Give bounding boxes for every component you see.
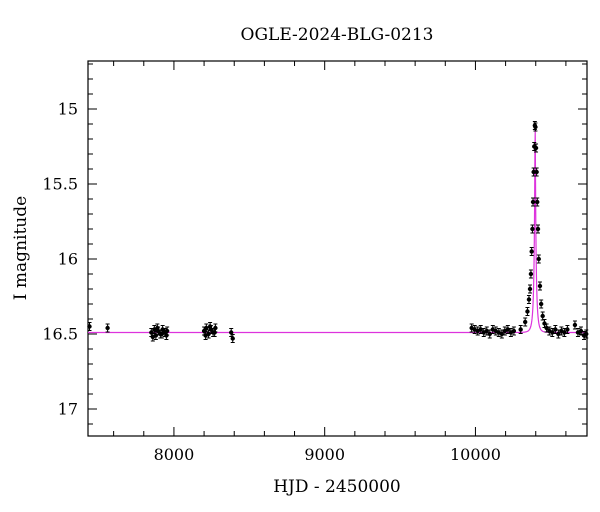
- data-point: [518, 325, 523, 334]
- point-marker: [155, 325, 160, 331]
- data-point: [159, 329, 165, 339]
- data-point: [572, 320, 578, 330]
- data-point: [155, 323, 160, 333]
- data-point: [529, 247, 534, 256]
- point-marker: [534, 169, 539, 175]
- y-tick-label: 15: [58, 100, 78, 119]
- data-point: [530, 197, 536, 207]
- data-point: [547, 326, 552, 336]
- data-point: [212, 328, 217, 337]
- point-marker: [511, 328, 517, 334]
- data-point: [522, 317, 528, 327]
- y-tick-label: 15.5: [42, 175, 78, 194]
- point-marker: [212, 330, 217, 335]
- data-point: [535, 197, 540, 207]
- point-marker: [537, 283, 543, 289]
- data-point: [565, 325, 570, 334]
- data-point: [105, 323, 110, 333]
- data-point: [533, 143, 539, 153]
- point-marker: [535, 199, 540, 205]
- x-tick-label: 8000: [154, 445, 195, 464]
- model-layer: [88, 130, 587, 334]
- point-marker: [528, 271, 534, 277]
- minor-ticks: [88, 61, 587, 436]
- point-marker: [542, 321, 547, 326]
- data-point: [528, 269, 534, 279]
- point-marker: [487, 331, 492, 337]
- point-marker: [530, 199, 536, 205]
- point-marker: [229, 330, 234, 335]
- data-point: [536, 254, 541, 264]
- point-marker: [105, 325, 110, 331]
- point-marker: [536, 256, 541, 262]
- data-point: [499, 329, 505, 339]
- data-point: [540, 311, 545, 321]
- point-marker: [533, 145, 539, 151]
- plot-frame: [87, 60, 588, 437]
- data-point: [230, 334, 235, 343]
- point-marker: [203, 333, 208, 338]
- data-point: [150, 332, 156, 342]
- point-marker: [584, 331, 589, 337]
- point-marker: [565, 327, 570, 332]
- point-marker: [530, 226, 535, 232]
- data-point: [535, 224, 541, 234]
- major-ticks: [88, 61, 587, 436]
- data-point: [575, 328, 581, 337]
- data-point: [87, 322, 92, 331]
- point-marker: [150, 334, 156, 340]
- point-marker: [159, 331, 165, 337]
- data-point: [530, 224, 535, 234]
- point-marker: [87, 324, 92, 329]
- point-marker: [531, 169, 536, 175]
- data-point: [203, 331, 208, 340]
- data-point: [207, 322, 213, 331]
- point-marker: [525, 309, 530, 314]
- point-marker: [518, 327, 523, 332]
- point-marker: [527, 286, 533, 292]
- x-tick-labels: 8000 9000 10000: [154, 445, 501, 464]
- point-marker: [553, 327, 558, 332]
- data-point: [538, 299, 544, 309]
- point-marker: [540, 313, 545, 319]
- point-marker: [164, 333, 169, 338]
- point-marker: [526, 297, 532, 302]
- data-point: [527, 284, 533, 294]
- point-marker: [572, 322, 578, 328]
- data-point: [533, 122, 538, 132]
- data-point: [578, 326, 584, 336]
- point-marker: [522, 319, 528, 325]
- point-marker: [533, 124, 538, 130]
- point-marker: [529, 249, 534, 254]
- point-marker: [535, 226, 541, 232]
- data-point: [511, 326, 517, 336]
- y-tick-label: 16.5: [42, 325, 78, 344]
- y-axis-label: I magnitude: [11, 196, 31, 300]
- y-tick-label: 17: [58, 400, 78, 419]
- x-tick-label: 10000: [450, 445, 501, 464]
- point-marker: [207, 324, 213, 329]
- y-tick-labels: 15 15.5 16 16.5 17: [42, 100, 78, 419]
- point-marker: [578, 328, 584, 334]
- data-point: [164, 331, 169, 340]
- point-marker: [230, 336, 235, 341]
- data-point: [526, 295, 532, 304]
- data-point: [584, 329, 589, 339]
- data-point: [534, 167, 539, 177]
- data-point: [537, 281, 543, 291]
- point-marker: [204, 325, 209, 331]
- data-point: [487, 329, 492, 339]
- point-marker: [538, 301, 544, 307]
- chart-title: OGLE-2024-BLG-0213: [241, 25, 434, 45]
- data-points: [87, 121, 589, 343]
- model-curve: [88, 130, 587, 334]
- y-tick-label: 16: [58, 250, 78, 269]
- data-point: [525, 307, 530, 316]
- x-tick-label: 9000: [304, 445, 345, 464]
- x-axis-label: HJD - 2450000: [273, 477, 401, 497]
